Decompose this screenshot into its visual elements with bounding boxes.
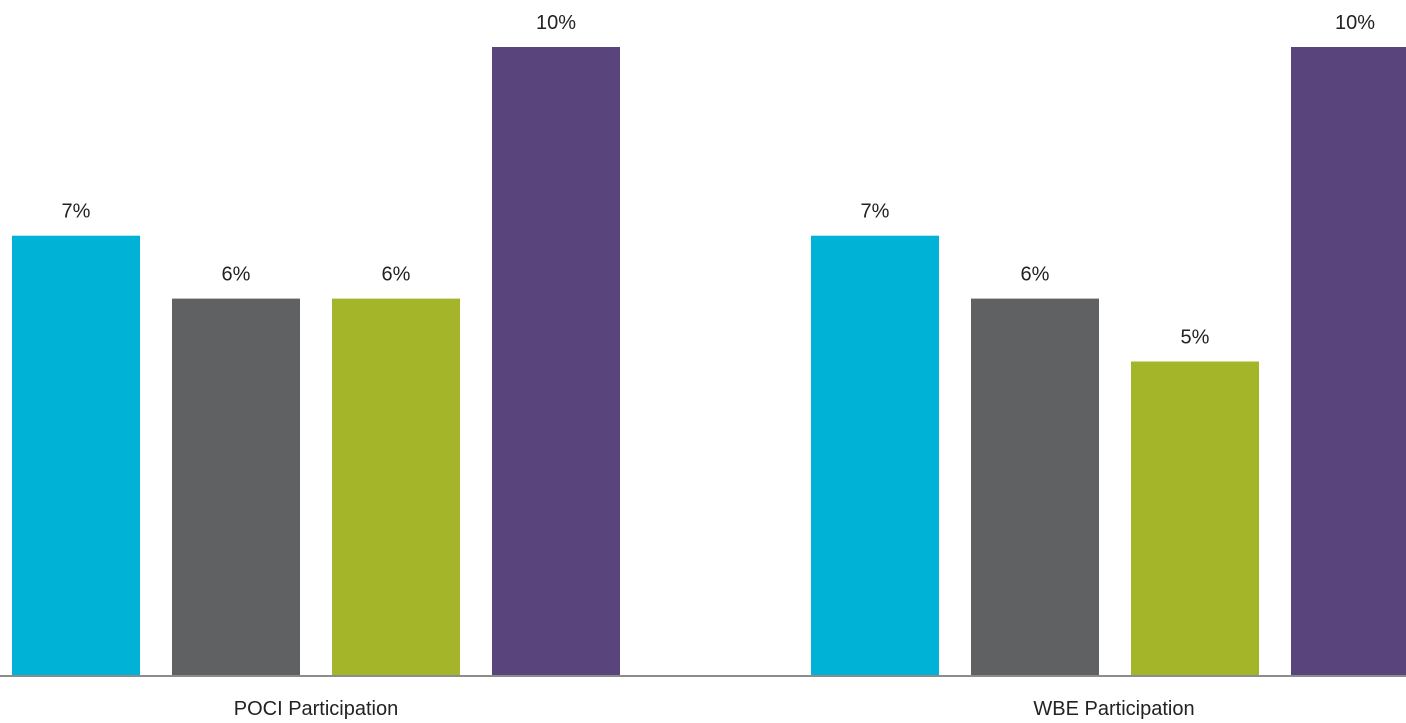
bar-wbe-4: [1291, 47, 1406, 676]
bar-wbe-1: [811, 235, 939, 676]
data-label-poci-2: 6%: [222, 264, 251, 286]
data-labels-layer: 7% 6% 6% 10% 7% 6% 5% 10%: [62, 12, 1376, 349]
category-label-poci: POCI Participation: [234, 698, 399, 720]
bars-layer: [12, 47, 1406, 676]
data-label-poci-3: 6%: [382, 264, 411, 286]
bar-poci-4: [492, 47, 620, 676]
data-label-poci-4: 10%: [536, 12, 576, 34]
bar-wbe-2: [971, 298, 1099, 676]
bar-wbe-3: [1131, 361, 1259, 676]
category-label-wbe: WBE Participation: [1033, 698, 1194, 720]
bar-poci-1: [12, 235, 140, 676]
bar-poci-2: [172, 298, 300, 676]
data-label-wbe-3: 5%: [1181, 327, 1210, 349]
data-label-poci-1: 7%: [62, 201, 91, 223]
data-label-wbe-1: 7%: [861, 201, 890, 223]
data-label-wbe-4: 10%: [1335, 12, 1375, 34]
data-label-wbe-2: 6%: [1021, 264, 1050, 286]
bar-poci-3: [332, 298, 460, 676]
